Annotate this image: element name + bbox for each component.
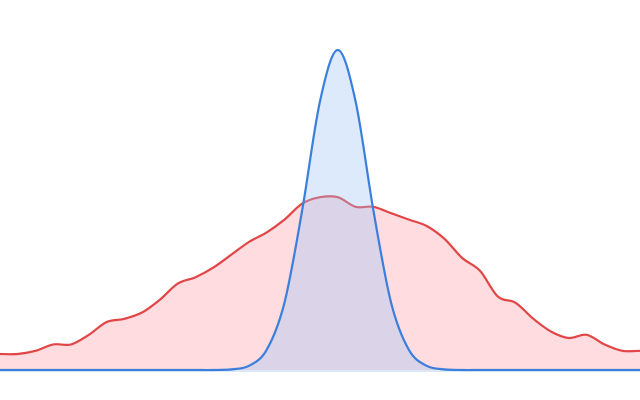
area-line xyxy=(0,48,640,372)
area-fill xyxy=(0,50,640,371)
area-line xyxy=(0,195,640,356)
area-fill xyxy=(0,196,640,370)
